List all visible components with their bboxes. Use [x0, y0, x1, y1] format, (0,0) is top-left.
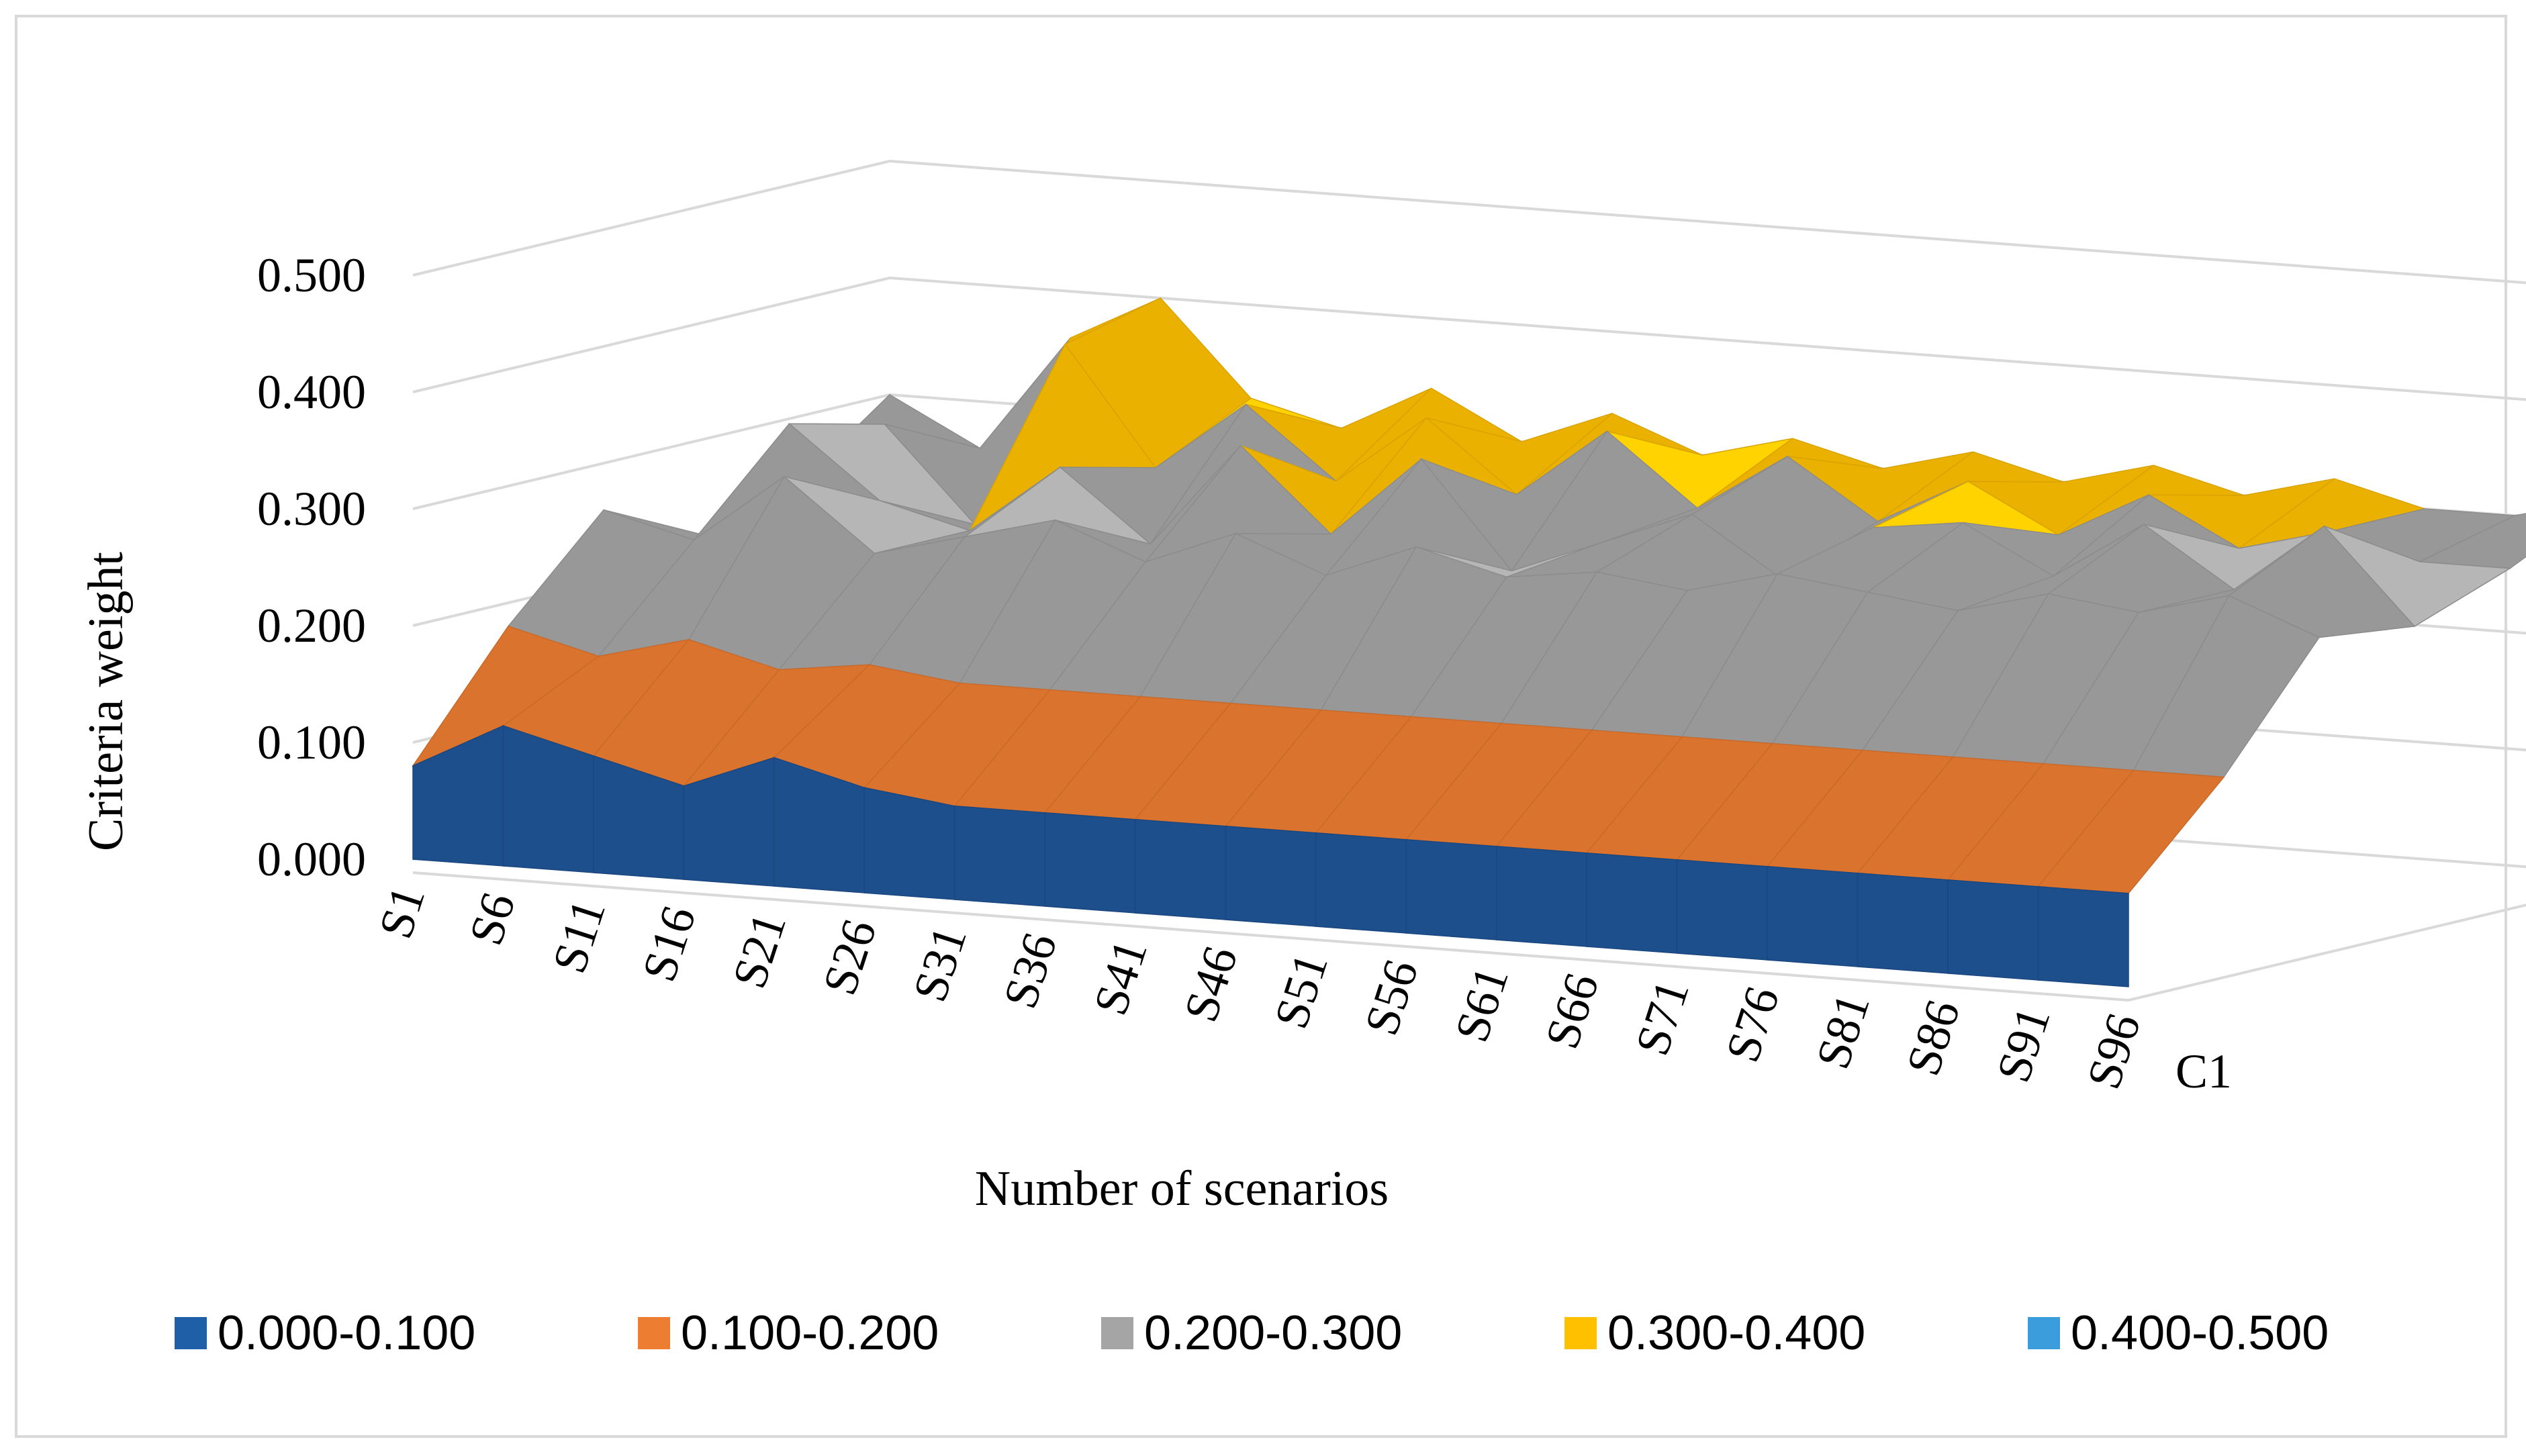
- x-tick-label: S51: [1264, 947, 1338, 1034]
- front-face-cell: [1405, 838, 1497, 940]
- y-tick-label: 0.000: [257, 832, 366, 886]
- depth-tick-label: C1: [2176, 1045, 2232, 1098]
- legend-label: 0.200-0.300: [1144, 1306, 1402, 1360]
- legend-label: 0.100-0.200: [681, 1306, 939, 1360]
- y-tick-label: 0.300: [257, 482, 366, 536]
- front-face-cell: [1044, 812, 1136, 914]
- x-tick-label: S11: [542, 893, 616, 979]
- x-tick-label: S81: [1806, 987, 1880, 1075]
- y-tick-label: 0.100: [257, 716, 366, 769]
- front-face-cell: [1586, 852, 1678, 954]
- x-tick-label: S76: [1716, 980, 1790, 1068]
- x-tick-label: S36: [993, 926, 1068, 1014]
- x-tick-label: S66: [1535, 967, 1609, 1055]
- x-tick-label: S96: [2077, 1007, 2151, 1095]
- x-tick-label: S41: [1083, 933, 1158, 1021]
- front-face-cell: [863, 787, 955, 900]
- legend: 0.000-0.100 0.100-0.200 0.200-0.300 0.300-0…: [175, 1306, 2329, 1360]
- gridline: [412, 276, 2526, 401]
- x-tick-label: S6: [459, 886, 526, 951]
- x-tick-label: S56: [1354, 953, 1429, 1041]
- legend-swatch: [2028, 1317, 2060, 1349]
- y-axis-title: Criteria weight: [79, 552, 134, 851]
- front-face-cell: [2037, 885, 2129, 987]
- x-tick-label: S26: [812, 913, 887, 1001]
- front-face-cell: [1676, 859, 1768, 961]
- front-face-cell: [1767, 865, 1859, 967]
- x-tick-label: S91: [1986, 1000, 2061, 1088]
- x-tick-label: S1: [369, 879, 436, 944]
- y-tick-label: 0.400: [257, 365, 366, 419]
- legend-label: 0.300-0.400: [1607, 1306, 1865, 1360]
- legend-swatch: [638, 1317, 670, 1349]
- x-tick-label: S71: [1625, 973, 1699, 1061]
- legend-label: 0.000-0.100: [218, 1306, 475, 1360]
- gridline: [412, 159, 2526, 285]
- legend-swatch: [1101, 1317, 1133, 1349]
- x-tick-label: S61: [1444, 960, 1519, 1048]
- front-face-cell: [954, 805, 1046, 907]
- x-axis-line: [412, 871, 2129, 1002]
- x-tick-label: S21: [722, 906, 796, 994]
- front-face-cell: [1135, 818, 1227, 920]
- legend-swatch: [175, 1317, 207, 1349]
- legend-swatch: [1564, 1317, 1597, 1349]
- front-face-cell: [1947, 879, 2039, 981]
- x-tick-label: S46: [1174, 940, 1248, 1028]
- x-tick-label: S31: [902, 920, 977, 1008]
- surface-plot: [411, 297, 2526, 987]
- legend-label: 0.400-0.500: [2071, 1306, 2329, 1360]
- x-tick-label: S86: [1896, 993, 1971, 1081]
- x-tick-label: S16: [632, 900, 706, 987]
- y-tick-label: 0.500: [257, 248, 366, 302]
- front-face-cell: [1315, 832, 1407, 934]
- x-axis-title: Number of scenarios: [975, 1161, 1389, 1216]
- depth-axis-line: [2128, 904, 2526, 1002]
- y-tick-label: 0.200: [257, 599, 366, 652]
- front-face-cell: [1857, 872, 1949, 974]
- front-face-cell: [1495, 845, 1587, 947]
- front-face-cell: [1225, 825, 1317, 927]
